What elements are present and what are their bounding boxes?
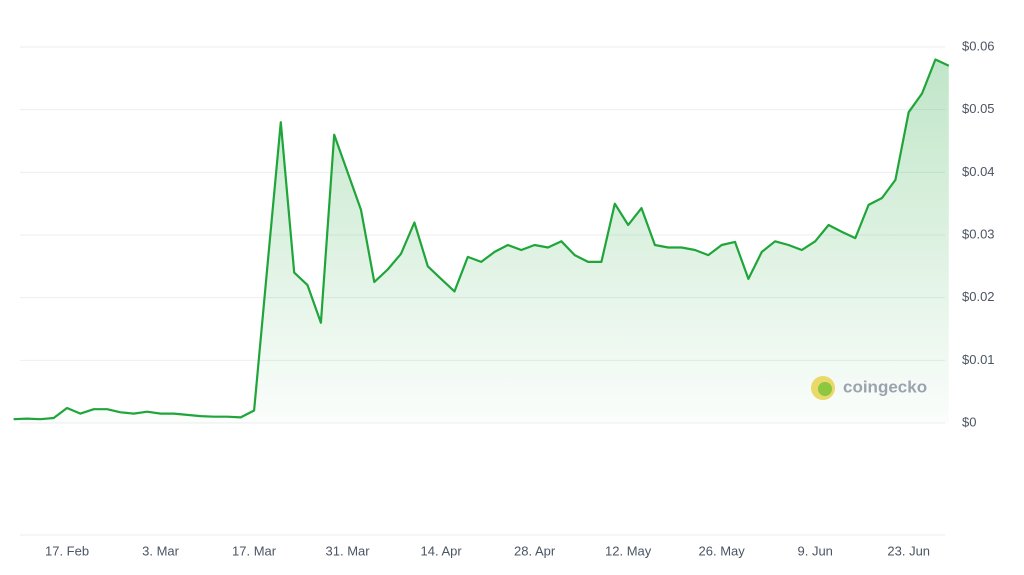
watermark-text: coingecko bbox=[843, 377, 927, 396]
y-tick-label: $0.01 bbox=[962, 352, 995, 367]
logo-inner bbox=[818, 382, 832, 396]
y-tick-label: $0.02 bbox=[962, 289, 995, 304]
x-tick-label: 12. May bbox=[605, 543, 652, 558]
x-tick-label: 17. Feb bbox=[45, 543, 89, 558]
x-tick-label: 14. Apr bbox=[421, 543, 463, 558]
x-tick-label: 17. Mar bbox=[232, 543, 277, 558]
x-tick-label: 3. Mar bbox=[142, 543, 180, 558]
y-tick-label: $0.05 bbox=[962, 101, 995, 116]
y-tick-label: $0 bbox=[962, 414, 976, 429]
x-tick-label: 31. Mar bbox=[326, 543, 371, 558]
plot: $0 $0.01 $0.02 $0.03 $0.04 $0.05 $0.06 17. Feb 3… bbox=[13, 38, 995, 558]
x-tick-label: 9. Jun bbox=[797, 543, 832, 558]
x-tick-label: 23. Jun bbox=[887, 543, 930, 558]
watermark: coingecko bbox=[811, 376, 927, 400]
area-fill bbox=[13, 59, 949, 423]
x-tick-label: 26. May bbox=[699, 543, 746, 558]
price-line bbox=[13, 58, 950, 421]
y-tick-label: $0.06 bbox=[962, 38, 995, 53]
x-tick-label: 28. Apr bbox=[514, 543, 556, 558]
y-tick-label: $0.03 bbox=[962, 226, 995, 241]
y-tick-label: $0.04 bbox=[962, 164, 995, 179]
